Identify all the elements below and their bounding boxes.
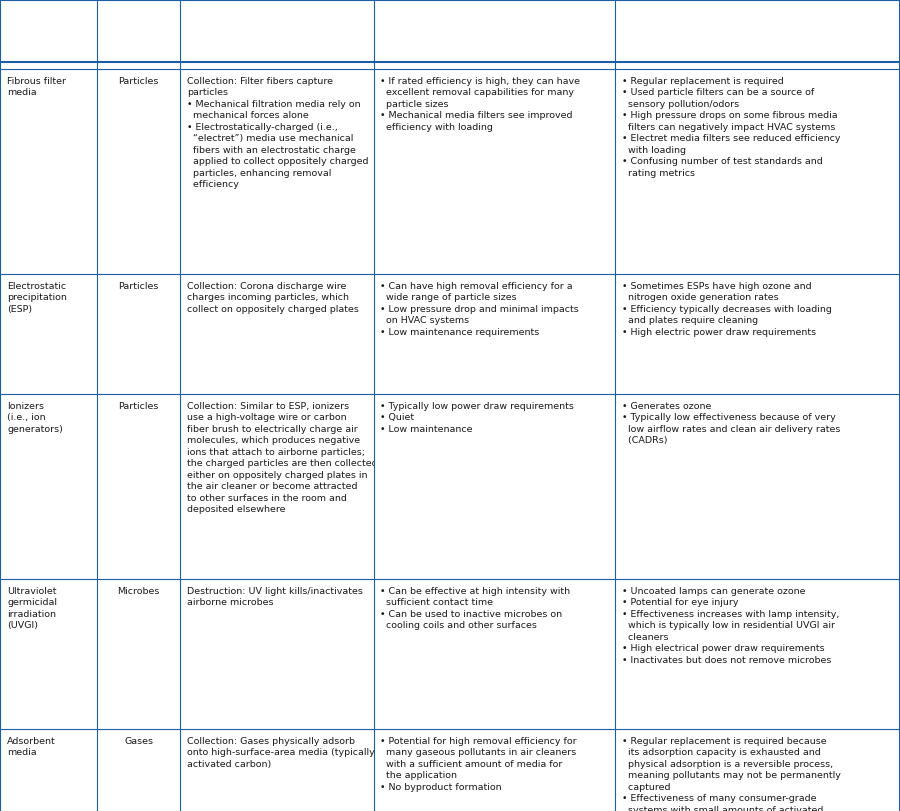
Text: Ultraviolet
germicidal
irradiation
(UVGI): Ultraviolet germicidal irradiation (UVGI… bbox=[7, 587, 57, 630]
Text: • Regular replacement is required
• Used particle filters can be a source of
  s: • Regular replacement is required • Used… bbox=[622, 77, 841, 178]
Text: • Typically low power draw requirements
• Quiet
• Low maintenance: • Typically low power draw requirements … bbox=[381, 402, 574, 434]
Text: Collection: Similar to ESP, ionizers
use a high-voltage wire or carbon
fiber bru: Collection: Similar to ESP, ionizers use… bbox=[187, 402, 378, 514]
Text: • Can be effective at high intensity with
  sufficient contact time
• Can be use: • Can be effective at high intensity wit… bbox=[381, 587, 571, 630]
Text: Gases: Gases bbox=[124, 737, 153, 746]
Text: Destruction: UV light kills/inactivates
airborne microbes: Destruction: UV light kills/inactivates … bbox=[187, 587, 363, 607]
Text: Advantages: Advantages bbox=[457, 12, 531, 22]
Text: Fibrous filter
media: Fibrous filter media bbox=[7, 77, 66, 97]
Text: Collection: Filter fibers capture
particles
• Mechanical filtration media rely o: Collection: Filter fibers capture partic… bbox=[187, 77, 368, 189]
Text: Particles: Particles bbox=[119, 282, 158, 291]
Text: Disadvantages: Disadvantages bbox=[711, 12, 804, 22]
Text: • Can have high removal efficiency for a
  wide range of particle sizes
• Low pr: • Can have high removal efficiency for a… bbox=[381, 282, 580, 337]
Text: Ionizers
(i.e., ion
generators): Ionizers (i.e., ion generators) bbox=[7, 402, 63, 434]
Text: • If rated efficiency is high, they can have
  excellent removal capabilities fo: • If rated efficiency is high, they can … bbox=[381, 77, 580, 132]
Text: Particles: Particles bbox=[119, 77, 158, 86]
Text: • Regular replacement is required because
  its adsorption capacity is exhausted: • Regular replacement is required becaus… bbox=[622, 737, 842, 811]
Text: Adsorbent
media: Adsorbent media bbox=[7, 737, 56, 757]
Text: Targeted
indoor air
pollutant(s): Targeted indoor air pollutant(s) bbox=[102, 12, 176, 48]
Text: • Generates ozone
• Typically low effectiveness because of very
  low airflow ra: • Generates ozone • Typically low effect… bbox=[622, 402, 840, 445]
Text: Collection: Corona discharge wire
charges incoming particles, which
collect on o: Collection: Corona discharge wire charge… bbox=[187, 282, 359, 314]
Text: Collection: Gases physically adsorb
onto high-surface-area media (typically
acti: Collection: Gases physically adsorb onto… bbox=[187, 737, 374, 769]
Text: Microbes: Microbes bbox=[117, 587, 160, 596]
Text: Air-cleaning
technology: Air-cleaning technology bbox=[11, 12, 86, 35]
Text: Particles: Particles bbox=[119, 402, 158, 411]
Text: • Potential for high removal efficiency for
  many gaseous pollutants in air cle: • Potential for high removal efficiency … bbox=[381, 737, 577, 792]
Text: Electrostatic
precipitation
(ESP): Electrostatic precipitation (ESP) bbox=[7, 282, 67, 314]
Text: • Uncoated lamps can generate ozone
• Potential for eye injury
• Effectiveness i: • Uncoated lamps can generate ozone • Po… bbox=[622, 587, 839, 665]
Text: • Sometimes ESPs have high ozone and
  nitrogen oxide generation rates
• Efficie: • Sometimes ESPs have high ozone and nit… bbox=[622, 282, 832, 337]
Text: Mechanism(s) of action: Mechanism(s) of action bbox=[203, 12, 350, 22]
